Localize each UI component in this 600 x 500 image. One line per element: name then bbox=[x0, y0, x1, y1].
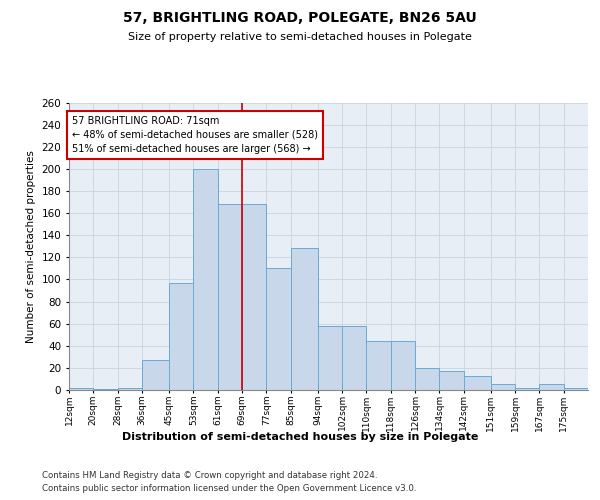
Text: 57 BRIGHTLING ROAD: 71sqm
← 48% of semi-detached houses are smaller (528)
51% of: 57 BRIGHTLING ROAD: 71sqm ← 48% of semi-… bbox=[72, 116, 318, 154]
Bar bbox=[391, 342, 415, 390]
Bar bbox=[367, 342, 391, 390]
Bar bbox=[491, 384, 515, 390]
Bar bbox=[142, 360, 169, 390]
Bar bbox=[539, 384, 564, 390]
Bar bbox=[342, 326, 367, 390]
Text: Distribution of semi-detached houses by size in Polegate: Distribution of semi-detached houses by … bbox=[122, 432, 478, 442]
Text: Size of property relative to semi-detached houses in Polegate: Size of property relative to semi-detach… bbox=[128, 32, 472, 42]
Bar bbox=[266, 268, 290, 390]
Text: 57, BRIGHTLING ROAD, POLEGATE, BN26 5AU: 57, BRIGHTLING ROAD, POLEGATE, BN26 5AU bbox=[123, 11, 477, 25]
Bar bbox=[290, 248, 318, 390]
Bar bbox=[93, 389, 118, 390]
Bar bbox=[169, 282, 193, 390]
Bar bbox=[415, 368, 439, 390]
Text: Contains HM Land Registry data © Crown copyright and database right 2024.: Contains HM Land Registry data © Crown c… bbox=[42, 472, 377, 480]
Bar bbox=[118, 388, 142, 390]
Bar bbox=[218, 204, 242, 390]
Text: Contains public sector information licensed under the Open Government Licence v3: Contains public sector information licen… bbox=[42, 484, 416, 493]
Bar bbox=[564, 388, 588, 390]
Bar bbox=[242, 204, 266, 390]
Bar bbox=[69, 388, 93, 390]
Bar bbox=[193, 169, 218, 390]
Bar bbox=[515, 388, 539, 390]
Bar bbox=[464, 376, 491, 390]
Bar bbox=[318, 326, 342, 390]
Y-axis label: Number of semi-detached properties: Number of semi-detached properties bbox=[26, 150, 36, 342]
Bar bbox=[439, 371, 464, 390]
